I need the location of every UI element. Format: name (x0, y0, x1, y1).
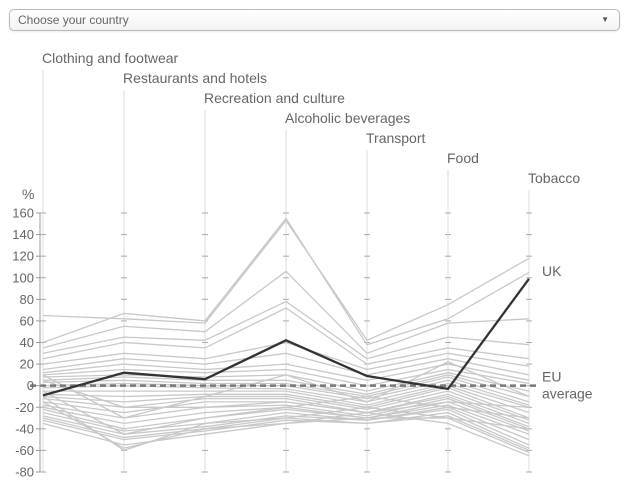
uk-line (42, 278, 530, 397)
y-tick-label: 40 (20, 335, 34, 350)
y-tick-label: 120 (12, 249, 34, 264)
country-line (42, 352, 530, 376)
y-tick-label: 60 (20, 313, 34, 328)
y-tick-label: -80 (15, 465, 34, 480)
country-line (42, 401, 530, 457)
country-line (42, 361, 530, 419)
category-label: Alcoholic beverages (285, 110, 410, 126)
category-label: Recreation and culture (204, 90, 345, 106)
country-line (42, 341, 530, 371)
country-select-placeholder: Choose your country (18, 13, 129, 27)
y-tick-label: 100 (12, 270, 34, 285)
triangle-down-icon: ▼ (601, 15, 609, 24)
country-line (42, 368, 530, 387)
y-tick-label: 20 (20, 357, 34, 372)
category-label: Transport (366, 130, 426, 146)
category-label: Tobacco (528, 170, 580, 186)
uk-series-label: UK (542, 263, 562, 279)
country-line (43, 385, 530, 414)
y-tick-label: 140 (12, 227, 34, 242)
y-tick-label: 160 (12, 206, 34, 221)
country-line (42, 374, 530, 398)
y-tick-label: 0 (27, 378, 34, 393)
country-line (42, 390, 530, 435)
country-line (42, 390, 530, 421)
eu-average-series-label: EU (542, 369, 561, 385)
category-label: Restaurants and hotels (123, 70, 267, 86)
y-axis: -80 -60 -40 -20 0 20 40 60 80 100 120 140 160% (12, 186, 41, 480)
category-labels: Clothing and footwear Restaurants and hot… (42, 50, 593, 402)
y-tick-label: -40 (15, 421, 34, 436)
country-line (42, 415, 530, 451)
country-line (42, 376, 530, 403)
country-line (42, 270, 530, 355)
country-line (42, 379, 530, 414)
country-line (42, 217, 530, 346)
category-label: Food (447, 150, 479, 166)
country-line (42, 307, 530, 365)
country-line (42, 300, 530, 360)
y-tick-label: 80 (20, 292, 34, 307)
country-line (42, 219, 530, 342)
y-tick-label: -20 (15, 400, 34, 415)
y-axis-label: % (22, 186, 34, 202)
category-label: Clothing and footwear (42, 50, 179, 66)
country-lines (30, 217, 537, 457)
country-line (42, 395, 530, 452)
y-tick-label: -60 (15, 443, 34, 458)
country-line (42, 404, 530, 435)
country-select[interactable]: Choose your country ▼ (9, 9, 620, 31)
country-line (42, 363, 530, 381)
eu-average-series-label: average (542, 386, 593, 402)
